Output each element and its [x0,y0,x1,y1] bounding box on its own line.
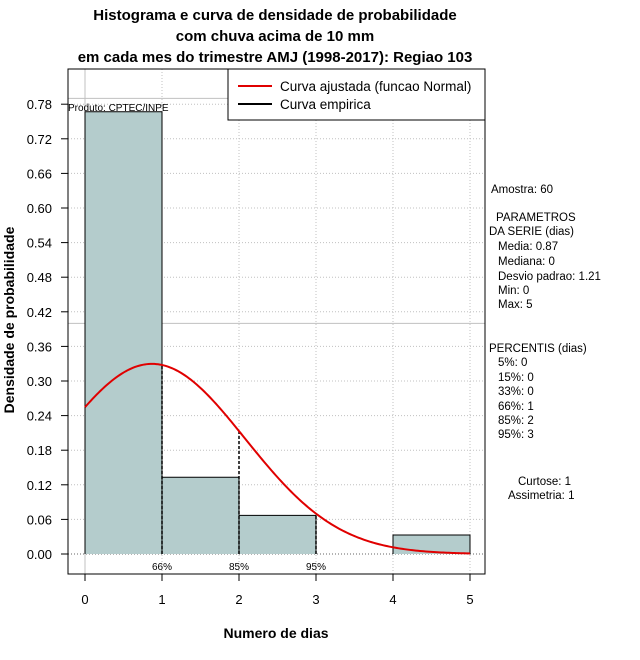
y-axis-label: Densidade de probabilidade [1,226,17,413]
skewness: Assimetria: 1 [508,490,574,502]
x-axis: 0 1 2 3 4 5 [81,573,474,607]
kurtosis: Curtose: 1 [518,476,571,488]
percentile-marker-label: 85% [229,562,249,573]
params-title-1: PARAMETROS [496,212,576,224]
empirical-outline [238,514,317,554]
producer-credit: Produto: CPTEC/INPE [68,103,169,114]
x-tick-label: 0 [81,592,88,607]
chart-title-line-1: Histograma e curva de densidade de proba… [93,7,456,24]
chart-title-line-3: em cada mes do trimestre AMJ (1998-2017)… [78,49,473,66]
params-title-2: DA SERIE (dias) [489,226,574,238]
param-item: Mediana: 0 [498,256,555,268]
y-tick-label: 0.30 [27,374,52,389]
stats-panel: Amostra: 60 PARAMETROS DA SERIE (dias) M… [489,184,601,502]
y-tick-label: 0.66 [27,166,52,181]
y-tick-label: 0.48 [27,270,52,285]
param-item: Media: 0.87 [498,241,558,253]
sample-size: Amostra: 60 [491,184,553,196]
y-axis: 0.00 0.06 0.12 0.18 0.24 0.30 0.36 0.42 0.48 0.54… [27,97,69,562]
percentil-item: 33%: 0 [498,386,534,398]
param-item: Desvio padrao: 1.21 [498,271,601,283]
legend-box [227,68,486,121]
percentil-item: 66%: 1 [498,401,534,413]
legend-fitted-label: Curva ajustada (funcao Normal) [280,79,471,94]
y-tick-label: 0.78 [27,97,52,112]
histogram-bar [85,111,162,555]
percentil-item: 5%: 0 [498,357,527,369]
x-tick-label: 2 [235,592,242,607]
param-item: Max: 5 [498,299,533,311]
fitted-normal-curve [84,362,471,555]
y-tick-label: 0.24 [27,409,52,424]
percentile-marker-label: 66% [152,562,172,573]
x-tick-label: 1 [158,592,165,607]
percentis-title: PERCENTIS (dias) [489,343,587,355]
empirical-outline [84,111,163,554]
x-axis-label: Numero de dias [223,625,328,641]
y-tick-label: 0.12 [27,478,52,493]
x-tick-label: 4 [389,592,396,607]
legend: Curva ajustada (funcao Normal) Curva emp… [227,68,486,121]
x-tick-label: 5 [466,592,473,607]
histogram-bar [162,477,239,554]
y-tick-label: 0.60 [27,201,52,216]
empirical-outline [392,534,471,554]
legend-empirical-label: Curva empirica [280,97,371,112]
y-tick-label: 0.72 [27,132,52,147]
y-tick-label: 0.06 [27,512,52,527]
y-tick-label: 0.42 [27,305,52,320]
chart-title-line-2: com chuva acima de 10 mm [176,28,374,45]
histogram-bar [239,515,316,554]
histogram-bars [84,111,471,555]
y-tick-label: 0.18 [27,443,52,458]
y-tick-label: 0.54 [27,236,52,251]
x-tick-label: 3 [312,592,319,607]
percentile-markers: 66% 85% 95% [152,364,326,573]
y-tick-label: 0.36 [27,339,52,354]
percentil-item: 95%: 3 [498,429,534,441]
percentile-marker-label: 95% [306,562,326,573]
percentil-item: 85%: 2 [498,415,534,427]
y-tick-label: 0.00 [27,547,52,562]
param-item: Min: 0 [498,285,529,297]
percentil-item: 15%: 0 [498,372,534,384]
